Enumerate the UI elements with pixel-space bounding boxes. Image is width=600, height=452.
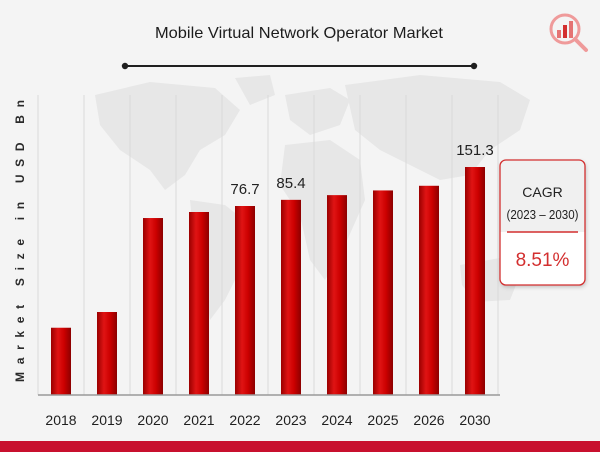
magnifier-handle (573, 37, 588, 52)
title-underline (121, 62, 478, 70)
footer-band (0, 441, 600, 452)
bar-2019 (97, 312, 117, 395)
bar-series (51, 167, 485, 395)
continent-silhouette (285, 88, 350, 135)
logo-bar (563, 25, 567, 38)
bar-2025 (373, 190, 393, 395)
bar-2024 (327, 195, 347, 395)
cagr-label: CAGR (522, 184, 562, 200)
logo (549, 13, 588, 52)
continent-silhouette (235, 75, 275, 105)
x-tick-label-2026: 2026 (413, 412, 444, 428)
bar-2026 (419, 185, 439, 395)
logo-bar (557, 30, 561, 38)
magnifier-chart-logo-icon (549, 13, 581, 45)
cagr-header-panel (500, 160, 585, 232)
bar-2022 (235, 206, 255, 395)
x-tick-label-2019: 2019 (91, 412, 122, 428)
x-tick-label-2020: 2020 (137, 412, 168, 428)
data-label-2022: 76.7 (230, 181, 259, 198)
bar-2020 (143, 218, 163, 395)
x-axis-tick-labels: 2018 2019 2020 2021 2022 2023 2024 2025 2026 2030 (45, 412, 490, 428)
x-tick-label-2022: 2022 (229, 412, 260, 428)
bar-2030 (465, 167, 485, 395)
data-label-2023: 85.4 (276, 175, 305, 192)
cagr-callout: CAGR (2023 – 2030) 8.51% (499, 159, 586, 286)
x-tick-label-2030: 2030 (459, 412, 490, 428)
bar-2021 (189, 211, 209, 395)
cagr-value: 8.51% (516, 250, 570, 271)
x-tick-label-2024: 2024 (321, 412, 352, 428)
vertical-gridlines (37, 95, 499, 395)
x-tick-label-2025: 2025 (367, 412, 398, 428)
title-underline-dot-right (470, 62, 478, 70)
logo-bar (569, 21, 573, 38)
cagr-period: (2023 – 2030) (507, 208, 579, 222)
data-label-2030: 151.3 (456, 142, 494, 159)
cagr-box-border (499, 159, 586, 286)
bar-data-labels: 76.7 85.4 151.3 (230, 142, 493, 198)
title-underline-dot-left (121, 62, 129, 70)
x-tick-label-2023: 2023 (275, 412, 306, 428)
chart-title: Mobile Virtual Network Operator Market (155, 25, 444, 42)
x-tick-label-2018: 2018 (45, 412, 76, 428)
continent-silhouette (95, 82, 240, 190)
bar-2023 (281, 199, 301, 395)
continent-silhouette (345, 75, 530, 180)
x-tick-label-2021: 2021 (183, 412, 214, 428)
bar-2018 (51, 327, 71, 395)
